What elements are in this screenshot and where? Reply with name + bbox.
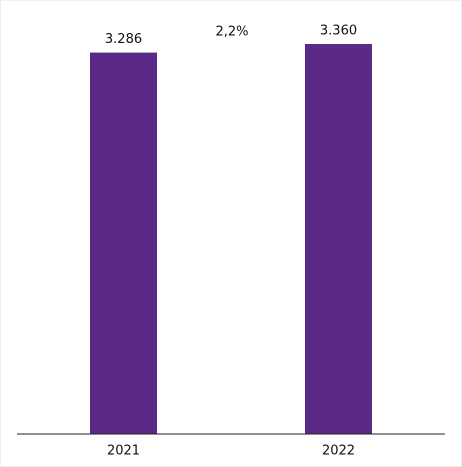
value-label: 3.360: [320, 24, 357, 39]
value-label: 3.286: [105, 32, 142, 47]
annotation: 2,2%: [215, 25, 248, 40]
x-tick-label: 2021: [107, 444, 140, 459]
bar: [305, 44, 372, 434]
x-tick-label: 2022: [322, 444, 355, 459]
bar: [90, 52, 157, 434]
